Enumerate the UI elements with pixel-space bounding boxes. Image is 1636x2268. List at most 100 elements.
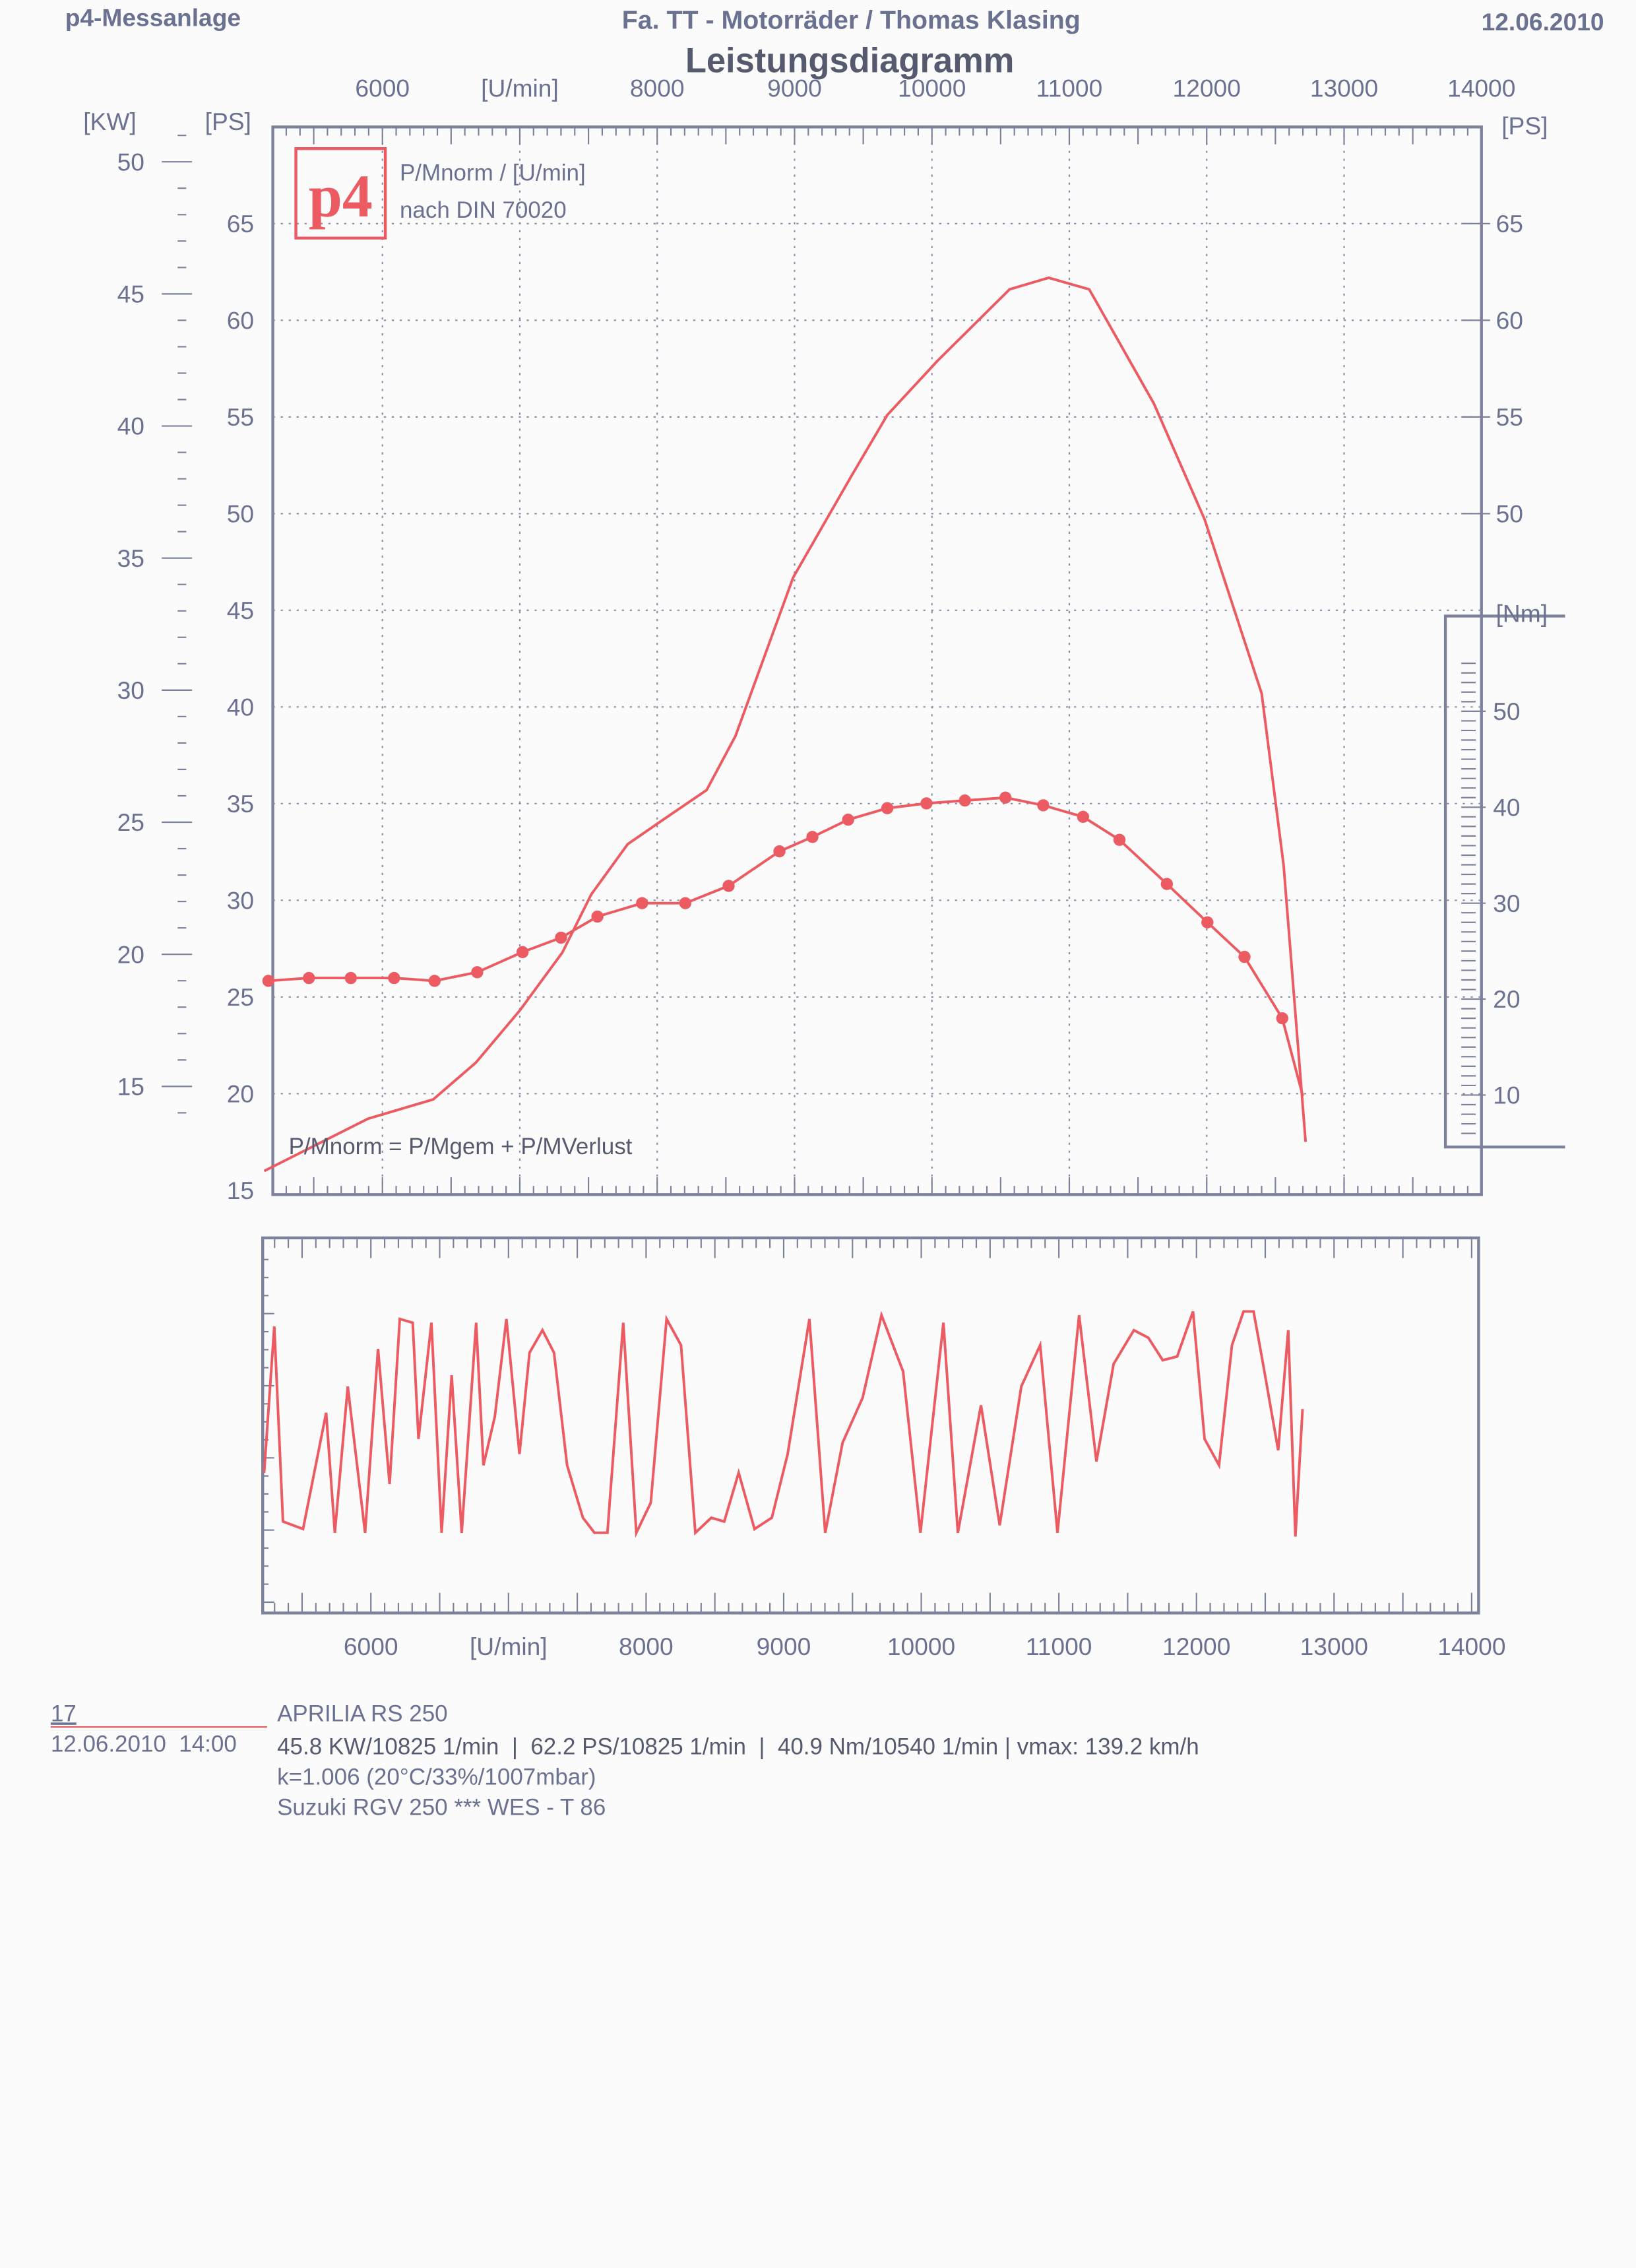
ps-tick-label-left: 15 <box>227 1177 254 1204</box>
ps-tick-label-right: 65 <box>1496 210 1523 238</box>
torque-marker <box>636 897 648 909</box>
ps-tick-label-left: 30 <box>227 886 254 914</box>
torque-marker <box>881 802 894 814</box>
kw-tick-label: 45 <box>117 280 144 308</box>
nm-tick-label: 50 <box>1493 697 1520 725</box>
ps-tick-label-left: 20 <box>227 1080 254 1107</box>
legend-line2: nach DIN 70020 <box>400 197 567 223</box>
run-summary: 45.8 KW/10825 1/min | 62.2 PS/10825 1/mi… <box>277 1734 1199 1760</box>
x-tick-label: 6000 <box>355 74 410 102</box>
kw-tick-label: 15 <box>117 1072 144 1100</box>
x-tick-label: 14000 <box>1447 74 1515 102</box>
x-tick-label: 9000 <box>767 74 822 102</box>
p4-logo: p4 <box>294 147 387 240</box>
x-tick-label: 6000 <box>344 1633 398 1660</box>
x-tick-label: 11000 <box>1036 74 1103 102</box>
torque-marker <box>262 975 275 987</box>
header-left: p4-Messanlage <box>65 3 241 31</box>
torque-nm-curve <box>268 796 1304 1097</box>
torque-marker <box>1113 833 1126 846</box>
legend-line1: P/Mnorm / [U/min] <box>400 160 586 185</box>
ps-axis-label-left: [PS] <box>205 108 251 135</box>
x-tick-label: 13000 <box>1310 74 1378 102</box>
torque-marker <box>1160 878 1174 890</box>
ps-tick-label-left: 50 <box>227 500 254 527</box>
plot-frame <box>271 125 1483 1196</box>
ps-tick-label-left: 60 <box>227 306 254 334</box>
kw-tick-label: 40 <box>117 412 144 440</box>
torque-marker <box>1201 916 1214 928</box>
nm-tick-label: 30 <box>1493 890 1520 917</box>
ps-tick-label-left: 35 <box>227 790 254 818</box>
torque-marker <box>555 931 567 944</box>
noise-curve <box>263 1310 1304 1538</box>
power-ps-curve <box>263 276 1307 1173</box>
vehicle-name: APRILIA RS 250 <box>277 1701 448 1726</box>
x-tick-label: 10000 <box>887 1633 955 1660</box>
x-axis-label: [U/min] <box>470 1633 548 1660</box>
x-tick-label: 8000 <box>619 1633 674 1660</box>
nm-axis-label: [Nm] <box>1496 599 1548 627</box>
nm-tick-label: 20 <box>1493 985 1520 1013</box>
nm-tick-label: 40 <box>1493 793 1520 821</box>
run-number: 17 <box>51 1701 77 1726</box>
torque-marker <box>1276 1012 1288 1025</box>
power-chart: 6000 8000 9000 10000 11000 12000 13000 14000 [U/… <box>83 74 1565 1204</box>
torque-marker <box>344 971 357 985</box>
noise-chart: 6000 8000 9000 10000 11000 12000 13000 14000 [U/… <box>261 1236 1506 1660</box>
logo-text: p4 <box>309 162 373 230</box>
x-tick-label: 12000 <box>1173 74 1241 102</box>
x-tick-label: 11000 <box>1026 1633 1092 1660</box>
nm-axis-frame <box>1443 614 1565 1149</box>
torque-marker <box>1077 810 1089 824</box>
x-tick-label: 12000 <box>1162 1633 1230 1660</box>
ps-tick-label-right: 55 <box>1496 403 1523 431</box>
legend-formula: P/Mnorm = P/Mgem + P/MVerlust <box>289 1134 633 1159</box>
torque-marker <box>428 975 441 987</box>
torque-marker <box>303 971 315 985</box>
header-date: 12.06.2010 <box>1482 8 1604 36</box>
kw-tick-label: 25 <box>117 808 144 836</box>
run-conditions: k=1.006 (20°C/33%/1007mbar) <box>277 1765 596 1790</box>
torque-marker <box>679 897 692 909</box>
ps-tick-label-left: 65 <box>227 210 254 238</box>
noise-frame <box>261 1236 1480 1615</box>
x-tick-label: 13000 <box>1300 1633 1368 1660</box>
run-datetime: 12.06.2010 14:00 <box>51 1731 237 1757</box>
chart-title: Leistungsdiagramm <box>685 42 1015 80</box>
ps-tick-label-left: 45 <box>227 597 254 624</box>
torque-marker <box>806 831 819 843</box>
ps-tick-label-left: 55 <box>227 403 254 431</box>
kw-tick-label: 30 <box>117 676 144 704</box>
torque-marker <box>999 791 1012 804</box>
ps-axis-label-right: [PS] <box>1501 112 1548 139</box>
torque-marker <box>471 966 484 979</box>
kw-tick-label: 35 <box>117 544 144 572</box>
kw-tick-label: 50 <box>117 148 144 176</box>
torque-marker <box>1037 799 1050 812</box>
ps-tick-label-left: 25 <box>227 983 254 1011</box>
ps-tick-label-right: 60 <box>1496 306 1523 334</box>
run-note: Suzuki RGV 250 *** WES - T 86 <box>277 1794 606 1820</box>
kw-axis-label: [KW] <box>83 108 137 135</box>
kw-tick-label: 20 <box>117 940 144 968</box>
nm-tick-label: 10 <box>1493 1082 1520 1109</box>
ps-tick-label-left: 40 <box>227 693 254 721</box>
ps-tick-label-right: 50 <box>1496 500 1523 527</box>
torque-marker <box>516 946 529 959</box>
x-tick-label: 8000 <box>630 74 685 102</box>
x-tick-label: 14000 <box>1437 1633 1505 1660</box>
x-tick-label: 10000 <box>898 74 966 102</box>
torque-marker <box>722 880 735 892</box>
torque-marker <box>773 845 786 858</box>
torque-marker <box>1238 950 1251 963</box>
header-center: Fa. TT - Motorräder / Thomas Klasing <box>622 6 1081 35</box>
torque-marker <box>842 814 854 826</box>
x-axis-label: [U/min] <box>481 74 559 102</box>
torque-marker <box>920 797 933 810</box>
torque-marker <box>591 910 604 923</box>
x-tick-label: 9000 <box>757 1633 811 1660</box>
torque-marker <box>959 794 971 807</box>
torque-marker <box>388 971 400 985</box>
